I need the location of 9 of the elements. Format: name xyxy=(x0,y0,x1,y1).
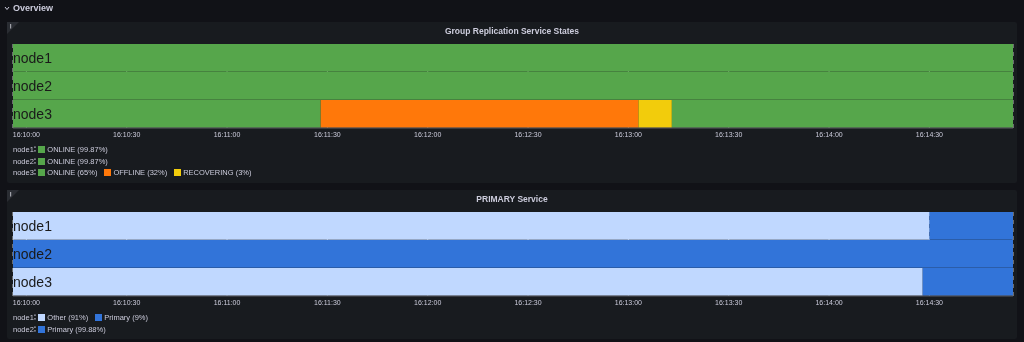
chart-title: PRIMARY Service xyxy=(475,193,549,206)
y-tick-label: node3 xyxy=(13,106,53,122)
y-tick-label: node2 xyxy=(13,246,53,262)
y-tick-label: node1 xyxy=(13,50,53,66)
text: Overview xyxy=(13,3,54,13)
y-tick-label: node2 xyxy=(13,78,53,94)
y-tick-label: node3 xyxy=(13,274,53,290)
chart-title: Group Replication Service States xyxy=(443,25,581,38)
y-tick-label: node1 xyxy=(13,218,53,234)
